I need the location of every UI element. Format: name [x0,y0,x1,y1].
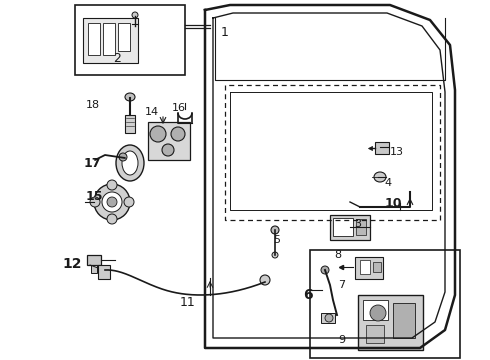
Ellipse shape [119,153,127,161]
Bar [393,303,415,338]
Bar [125,115,135,133]
Bar [356,219,366,235]
Text: 3: 3 [354,219,362,229]
Bar [98,265,110,279]
Bar [148,122,190,160]
Bar [330,215,370,240]
Ellipse shape [94,184,130,220]
Ellipse shape [374,172,386,182]
Bar [358,295,423,350]
Ellipse shape [90,197,100,207]
Bar [373,262,381,272]
Text: 6: 6 [303,288,313,302]
Bar [75,5,185,75]
Text: 5: 5 [273,235,280,245]
Text: 11: 11 [180,296,196,309]
Text: 1: 1 [221,26,229,39]
Text: 12: 12 [62,257,82,271]
Text: 10: 10 [384,197,402,210]
Bar [366,325,384,343]
Bar [321,313,335,323]
Bar [103,23,115,55]
Bar [118,23,130,51]
Ellipse shape [325,314,333,322]
Bar [87,255,101,265]
Ellipse shape [107,197,117,207]
Text: 17: 17 [83,157,101,170]
Text: 4: 4 [385,178,392,188]
Ellipse shape [272,252,278,258]
Bar [83,18,138,63]
Ellipse shape [102,192,122,212]
Ellipse shape [171,127,185,141]
Text: 16: 16 [172,103,186,113]
Bar [333,218,353,236]
Bar [88,23,100,55]
Text: 14: 14 [145,107,159,117]
Ellipse shape [370,305,386,321]
Text: 7: 7 [339,280,345,290]
Ellipse shape [107,180,117,190]
Text: 9: 9 [339,335,345,345]
Text: 15: 15 [85,189,103,202]
Text: 8: 8 [335,250,342,260]
Ellipse shape [132,12,138,18]
Ellipse shape [125,93,135,101]
Ellipse shape [122,151,138,175]
Ellipse shape [116,145,144,181]
Text: 2: 2 [113,51,121,64]
Ellipse shape [321,266,329,274]
Bar [375,142,389,154]
Bar [363,300,388,320]
Text: 13: 13 [390,147,404,157]
Bar [310,250,460,358]
Ellipse shape [124,197,134,207]
Ellipse shape [150,126,166,142]
Bar [360,260,370,274]
Ellipse shape [271,226,279,234]
Ellipse shape [260,275,270,285]
Ellipse shape [107,214,117,224]
Ellipse shape [162,144,174,156]
Bar [91,265,97,273]
Text: 18: 18 [86,100,100,110]
Bar [355,257,383,279]
